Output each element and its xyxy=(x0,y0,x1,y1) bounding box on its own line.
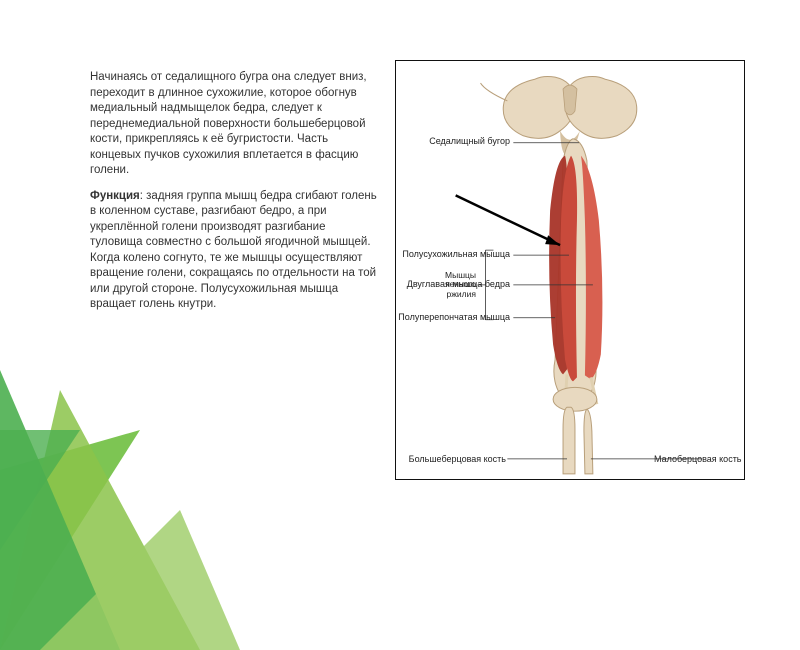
label-semimemb: Полуперепончатая мышца xyxy=(396,313,510,323)
knee xyxy=(553,387,597,411)
function-label: Функция xyxy=(90,190,140,202)
label-fibula: Малоберцовая кость xyxy=(654,455,742,465)
text-content: Начинаясь от седалищного бугра она следу… xyxy=(90,70,380,323)
fibula xyxy=(584,409,593,474)
label-semitend: Полусухожильная мышца xyxy=(396,250,510,260)
paragraph-2: Функция: задняя группа мышц бедра сгибаю… xyxy=(90,189,380,313)
anatomy-diagram: Седалищный бугор Мышцы кенного ржилия По… xyxy=(395,60,745,480)
label-tibia: Большеберцовая кость xyxy=(398,455,506,465)
paragraph-1: Начинаясь от седалищного бугра она следу… xyxy=(90,70,380,179)
tibia xyxy=(563,407,575,474)
pointer-arrow xyxy=(456,195,560,245)
label-biceps: Двуглавая мышца бедра xyxy=(396,280,510,290)
label-ischial: Седалищный бугор xyxy=(402,137,510,147)
function-text: : задняя группа мышц бедра сгибают голен… xyxy=(90,190,377,311)
